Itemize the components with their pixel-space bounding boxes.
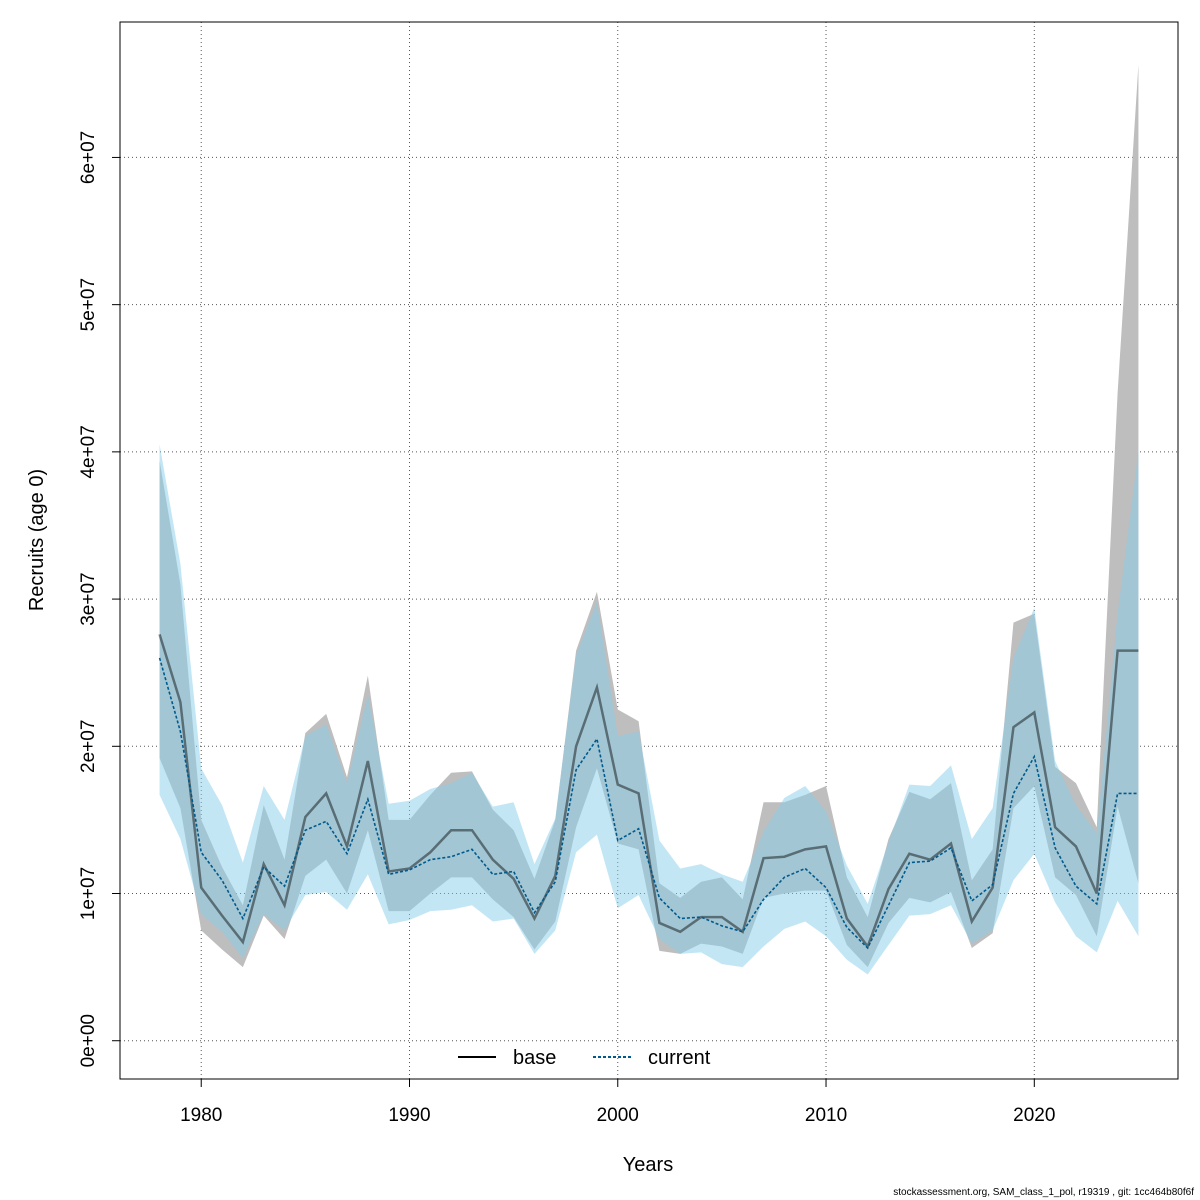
x-tick-label-1980: 1980 xyxy=(180,1105,222,1126)
legend-label-base: base xyxy=(513,1047,556,1069)
y-tick-label-4: 4e+07 xyxy=(78,425,99,478)
confidence-bands xyxy=(159,64,1139,975)
y-axis-title: Recruits (age 0) xyxy=(26,469,48,611)
y-axis: 0e+00 1e+07 2e+07 3e+07 4e+07 5e+07 6e+07 xyxy=(78,131,121,1067)
y-tick-label-1: 1e+07 xyxy=(78,867,99,920)
legend: base current xyxy=(458,1047,711,1069)
x-tick-label-2010: 2010 xyxy=(805,1105,847,1126)
legend-label-current: current xyxy=(648,1047,711,1069)
series-line-current xyxy=(158,657,1139,950)
series-lines xyxy=(158,634,1139,950)
x-tick-label-2000: 2000 xyxy=(597,1105,639,1126)
confidence-band-current xyxy=(159,444,1139,975)
y-tick-label-6: 6e+07 xyxy=(78,131,99,184)
y-tick-label-3: 3e+07 xyxy=(78,572,99,625)
y-tick-label-0: 0e+00 xyxy=(78,1014,99,1067)
y-tick-label-2: 2e+07 xyxy=(78,720,99,773)
footer-credit: stockassessment.org, SAM_class_1_pol, r1… xyxy=(893,1187,1194,1198)
y-tick-label-5: 5e+07 xyxy=(78,278,99,331)
x-tick-label-2020: 2020 xyxy=(1013,1105,1055,1126)
x-axis-title: Years xyxy=(623,1154,673,1176)
x-axis: 1980 1990 2000 2010 2020 xyxy=(180,1078,1055,1126)
series-line-base xyxy=(158,634,1139,950)
x-tick-label-1990: 1990 xyxy=(388,1105,430,1126)
